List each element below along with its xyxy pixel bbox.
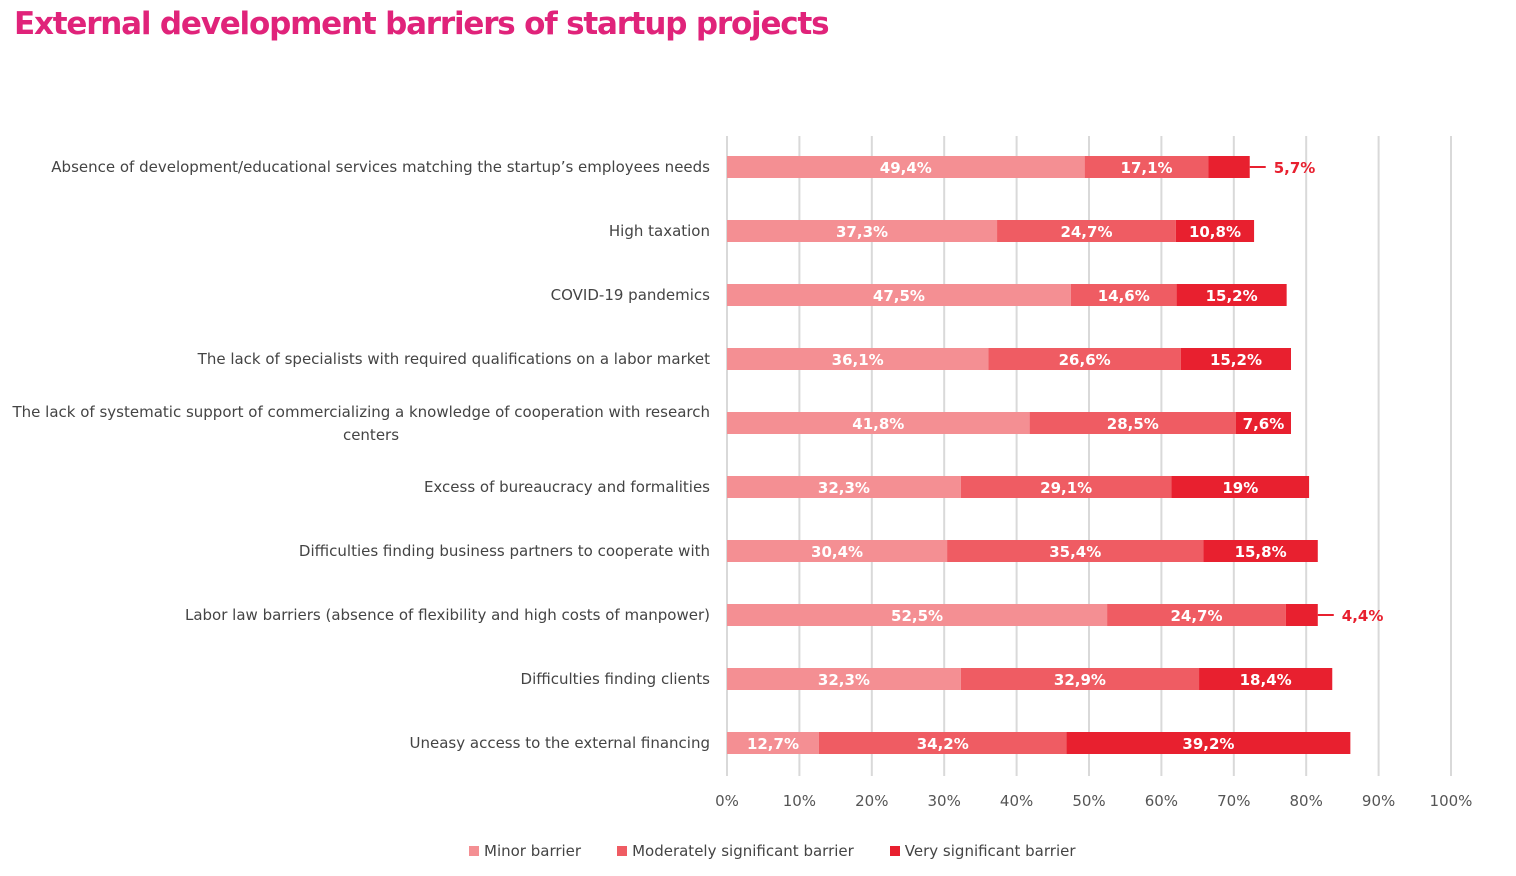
bar-moderate [947,540,1204,562]
x-tick-label: 30% [928,792,961,810]
bar-minor [727,540,948,562]
legend-swatch-minor [469,846,479,856]
data-label-minor: 49,4% [880,159,932,177]
data-label-very: 4,4% [1342,607,1384,625]
data-label-moderate: 29,1% [1040,479,1092,497]
bar-moderate [1070,284,1177,306]
category-label: Difficulties finding clients [521,670,711,688]
bar-very [1208,156,1250,178]
bar-moderate [988,348,1181,370]
data-label-moderate: 24,7% [1170,607,1222,625]
bar-very [1176,284,1287,306]
bar-minor [727,348,989,370]
x-tick-label: 40% [1000,792,1033,810]
bar-moderate [960,668,1200,690]
data-label-very: 15,2% [1206,287,1258,305]
bar-minor [727,220,998,242]
bar-minor [727,412,1030,434]
bar-very [1235,412,1291,434]
data-label-very: 5,7% [1274,159,1316,177]
x-tick-label: 20% [855,792,888,810]
legend-swatch-very [889,846,900,856]
bar-moderate [997,220,1176,242]
data-label-very: 7,6% [1243,415,1285,433]
x-tick-label: 80% [1290,792,1323,810]
bar-very [1180,348,1291,370]
x-tick-label: 10% [783,792,816,810]
legend-item-minor: Minor barrier [469,842,581,860]
data-label-very: 15,2% [1210,351,1262,369]
data-label-minor: 12,7% [747,735,799,753]
x-tick-label: 60% [1145,792,1178,810]
data-label-minor: 41,8% [852,415,904,433]
category-label: Excess of bureaucracy and formalities [424,478,710,496]
data-label-minor: 52,5% [891,607,943,625]
bar-minor [727,156,1085,178]
category-label: Uneasy access to the external financing [410,734,710,752]
bar-minor [727,476,961,498]
category-label: Difficulties finding business partners t… [299,542,710,560]
data-label-moderate: 34,2% [917,735,969,753]
data-label-moderate: 32,9% [1054,671,1106,689]
category-label: The lack of systematic support of commer… [12,403,710,421]
bar-minor [727,284,1071,306]
bar-moderate [1107,604,1286,626]
bar-very [1171,476,1310,498]
legend-label-very: Very significant barrier [904,842,1076,860]
legend-swatch-moderate [617,846,628,856]
data-label-very: 18,4% [1240,671,1292,689]
bar-moderate [1084,156,1209,178]
x-tick-label: 90% [1362,792,1395,810]
bar-minor [727,604,1108,626]
data-label-minor: 30,4% [811,543,863,561]
legend-item-moderate: Moderately significant barrier [617,842,854,860]
category-label: High taxation [609,222,710,240]
bar-moderate [960,476,1172,498]
bar-moderate [1029,412,1236,434]
data-label-minor: 36,1% [832,351,884,369]
bar-very [1175,220,1255,242]
category-label: Absence of development/educational servi… [51,158,710,176]
x-tick-label: 100% [1430,792,1473,810]
data-label-very: 19% [1222,479,1258,497]
bar-minor [727,668,961,690]
bar-minor [727,732,819,754]
data-label-minor: 47,5% [873,287,925,305]
category-label: The lack of specialists with required qu… [197,350,710,368]
data-label-moderate: 28,5% [1107,415,1159,433]
data-label-moderate: 24,7% [1060,223,1112,241]
legend-label-minor: Minor barrier [484,842,582,860]
bar-very [1285,604,1318,626]
bar-very [1203,540,1318,562]
data-label-very: 39,2% [1182,735,1234,753]
bar-moderate [818,732,1067,754]
x-tick-label: 70% [1217,792,1250,810]
bar-very [1199,668,1333,690]
legend: Minor barrier Moderately significant bar… [469,842,1076,860]
data-label-moderate: 35,4% [1049,543,1101,561]
category-label: centers [343,426,399,444]
chart-title: External development barriers of startup… [14,6,830,42]
data-label-very: 15,8% [1235,543,1287,561]
category-label: Labor law barriers (absence of flexibili… [185,606,710,624]
bar-very [1066,732,1351,754]
data-label-minor: 32,3% [818,671,870,689]
data-label-minor: 37,3% [836,223,888,241]
data-label-moderate: 14,6% [1098,287,1150,305]
x-tick-label: 0% [715,792,739,810]
data-label-moderate: 17,1% [1121,159,1173,177]
legend-item-very: Very significant barrier [889,842,1076,860]
data-label-very: 10,8% [1189,223,1241,241]
data-label-minor: 32,3% [818,479,870,497]
category-label: COVID-19 pandemics [551,286,711,304]
x-tick-label: 50% [1072,792,1105,810]
legend-label-moderate: Moderately significant barrier [632,842,854,860]
data-label-moderate: 26,6% [1059,351,1111,369]
